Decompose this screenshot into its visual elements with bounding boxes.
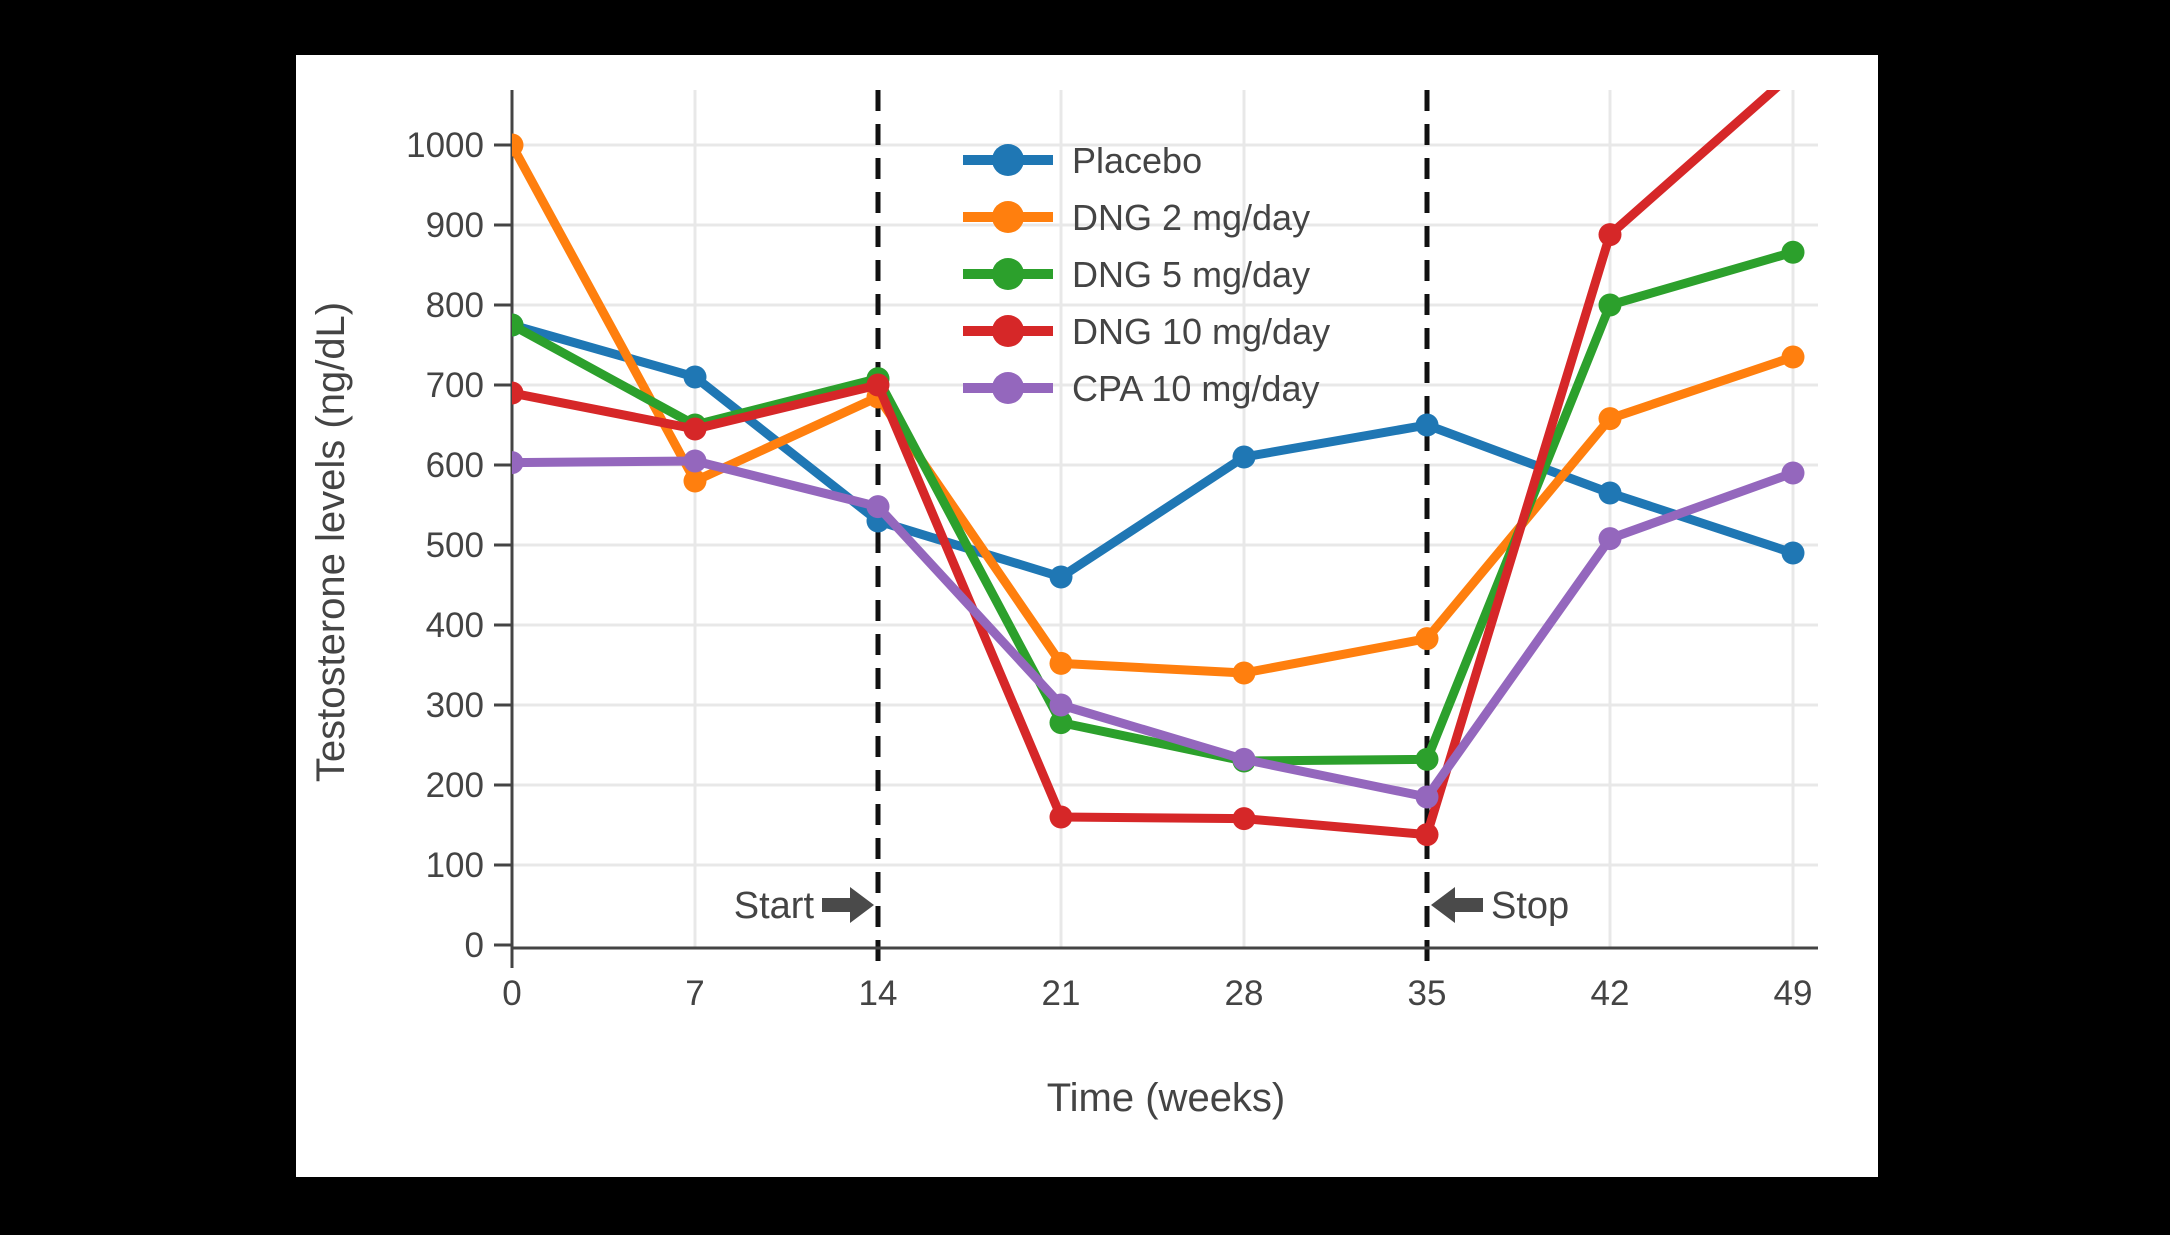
data-point	[683, 469, 707, 493]
y-tick-label: 700	[426, 366, 484, 405]
legend: Placebo DNG 2 mg/day DNG 5 mg/day DNG 10 mg…	[963, 140, 1330, 409]
y-tick-label: 400	[426, 606, 484, 645]
legend-label: DNG 5 mg/day	[1072, 254, 1310, 295]
y-tick-label: 0	[465, 926, 484, 965]
data-point	[1232, 747, 1256, 771]
data-point	[1782, 62, 1805, 85]
figure-panel: 0 100 200 300 400 500 600 700 800 900 1000 0 7 14 21 28…	[296, 55, 1878, 1177]
data-point	[512, 451, 524, 475]
x-tick-label: 7	[685, 974, 704, 1013]
y-tick-label: 100	[426, 846, 484, 885]
y-axis-title: Testosterone levels (ng/dL)	[309, 302, 353, 782]
x-tick-label: 14	[859, 974, 898, 1013]
legend-item-dng-2-mg-day[interactable]: DNG 2 mg/day	[963, 197, 1310, 238]
x-tick-label: 35	[1408, 974, 1447, 1013]
x-tick-label: 42	[1591, 974, 1630, 1013]
x-tick-label: 0	[502, 974, 521, 1013]
y-tick-label: 1000	[406, 126, 484, 165]
annotation-stop: Stop	[1491, 885, 1569, 927]
series-line-placebo	[512, 320, 1795, 582]
data-point	[683, 417, 707, 441]
legend-item-dng-5-mg-day[interactable]: DNG 5 mg/day	[963, 254, 1310, 295]
y-tick-label: 800	[426, 286, 484, 325]
data-point	[1232, 445, 1256, 469]
data-point	[1415, 627, 1439, 651]
x-axis-title: Time (weeks)	[1047, 1076, 1286, 1120]
annotation-start: Start	[734, 885, 815, 927]
data-point	[1415, 747, 1439, 771]
legend-label: DNG 10 mg/day	[1072, 311, 1330, 352]
series-line-cpa-10-mg-day	[512, 456, 1795, 802]
data-point	[1415, 413, 1439, 437]
annotations: Start Stop	[734, 885, 1569, 927]
data-point	[1049, 711, 1073, 735]
data-point	[1781, 541, 1805, 565]
data-point	[1415, 785, 1439, 809]
legend-marker-icon	[992, 144, 1024, 176]
data-point	[1232, 661, 1256, 685]
y-tick-label: 500	[426, 526, 484, 565]
legend-marker-icon	[992, 372, 1024, 404]
data-point	[1781, 461, 1805, 485]
series-line-dng-10-mg-day	[512, 90, 1781, 840]
data-point	[1598, 481, 1622, 505]
y-tick-label: 600	[426, 446, 484, 485]
y-tick-label: 200	[426, 766, 484, 805]
axes	[494, 90, 1818, 968]
data-point	[866, 373, 890, 397]
data-point	[866, 495, 890, 519]
legend-label: DNG 2 mg/day	[1072, 197, 1310, 238]
legend-item-cpa-10-mg-day[interactable]: CPA 10 mg/day	[963, 368, 1319, 409]
data-point	[1598, 407, 1622, 431]
legend-label: CPA 10 mg/day	[1072, 368, 1319, 409]
tick-labels: 0 100 200 300 400 500 600 700 800 900 1000 0 7 14 21 28…	[406, 126, 1812, 1013]
data-point	[1049, 651, 1073, 675]
data-point	[1598, 527, 1622, 551]
y-tick-label: 900	[426, 206, 484, 245]
arrow-left-icon	[1431, 887, 1483, 923]
arrow-right-icon	[822, 887, 874, 923]
data-point	[1049, 693, 1073, 717]
data-point	[1781, 240, 1805, 264]
x-tick-label: 49	[1774, 974, 1813, 1013]
legend-marker-icon	[992, 258, 1024, 290]
data-point	[1781, 345, 1805, 369]
x-tick-label: 21	[1042, 974, 1081, 1013]
data-point	[1232, 807, 1256, 831]
data-point	[1049, 565, 1073, 589]
data-point	[683, 449, 707, 473]
data-point	[1415, 823, 1439, 847]
legend-marker-icon	[992, 315, 1024, 347]
chart-canvas[interactable]: 0 100 200 300 400 500 600 700 800 900 1000 0 7 14 21 28…	[296, 55, 1878, 1177]
data-point	[1598, 223, 1622, 247]
data-point	[1049, 805, 1073, 829]
data-point	[683, 365, 707, 389]
legend-item-dng-10-mg-day[interactable]: DNG 10 mg/day	[963, 311, 1330, 352]
legend-label: Placebo	[1072, 140, 1202, 181]
legend-item-placebo[interactable]: Placebo	[963, 140, 1202, 181]
data-point	[1598, 293, 1622, 317]
legend-marker-icon	[992, 201, 1024, 233]
y-tick-label: 300	[426, 686, 484, 725]
data-point	[512, 133, 524, 157]
data-point	[512, 381, 524, 405]
data-point	[512, 313, 524, 337]
data-series	[512, 62, 1805, 847]
x-tick-label: 28	[1225, 974, 1264, 1013]
